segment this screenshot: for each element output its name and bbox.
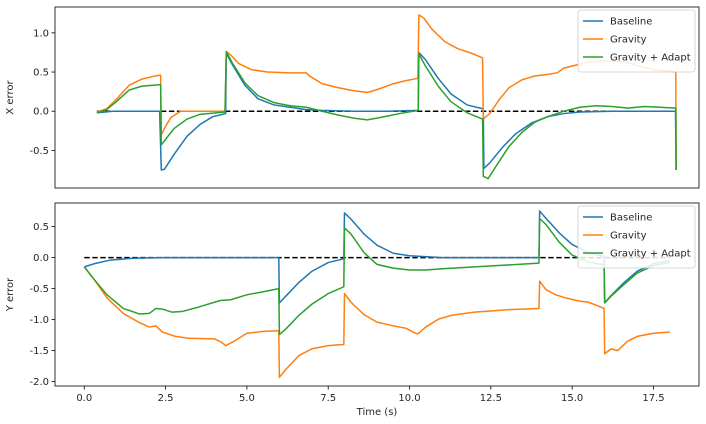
- legend-entry: Gravity: [610, 35, 647, 46]
- y-tick-label: 1.0: [33, 28, 49, 39]
- x-error-subplot: -0.5 0.0 0.5 1.0 X error Baseline Gravity Gravi…: [5, 6, 700, 189]
- x-tick-label: 10.0: [398, 393, 420, 404]
- legend-entry: Baseline: [610, 17, 652, 28]
- y-tick-label: -0.5: [29, 146, 49, 157]
- y-tick-label: -1.5: [29, 346, 49, 357]
- y-tick-label: -2.0: [29, 377, 49, 388]
- y-tick-label: 0.0: [33, 107, 49, 118]
- x-tick-label: 2.5: [158, 393, 174, 404]
- y-tick-label: 0.5: [33, 68, 49, 79]
- series-line-gravity: [83, 266, 670, 379]
- legend-entry: Gravity + Adapt: [610, 249, 691, 260]
- y-tick-label: -1.0: [29, 315, 49, 326]
- y-axis-label: Y error: [5, 277, 16, 312]
- series-line-gravity: [96, 14, 677, 169]
- x-tick-label: 17.5: [642, 393, 664, 404]
- y-tick-label: -0.5: [29, 284, 49, 295]
- x-tick-label: 12.5: [480, 393, 502, 404]
- y-error-subplot: -2.0 -1.5 -1.0 -0.5 0.0 0.5 0.0 2.5 5.0 7.5 10.0 12…: [5, 202, 700, 418]
- legend-box: [577, 9, 696, 73]
- y-axis-label: X error: [5, 79, 16, 114]
- x-tick-label: 15.0: [561, 393, 583, 404]
- y-tick-label: 0.0: [33, 253, 49, 264]
- x-tick-label: 7.5: [320, 393, 336, 404]
- axes-frame: [54, 6, 700, 189]
- series-line-gravity-adapt: [96, 50, 677, 180]
- legend-box: [577, 205, 696, 269]
- legend: Baseline Gravity Gravity + Adapt: [577, 205, 696, 269]
- axes-frame: [54, 202, 700, 387]
- legend-entry: Gravity: [610, 231, 647, 242]
- x-tick-label: 5.0: [239, 393, 255, 404]
- legend: Baseline Gravity Gravity + Adapt: [577, 9, 696, 73]
- x-axis-label: Time (s): [356, 407, 398, 418]
- legend-entry: Gravity + Adapt: [610, 53, 691, 64]
- legend-entry: Baseline: [610, 213, 652, 224]
- x-tick-label: 0.0: [76, 393, 92, 404]
- y-tick-label: 0.5: [33, 222, 49, 233]
